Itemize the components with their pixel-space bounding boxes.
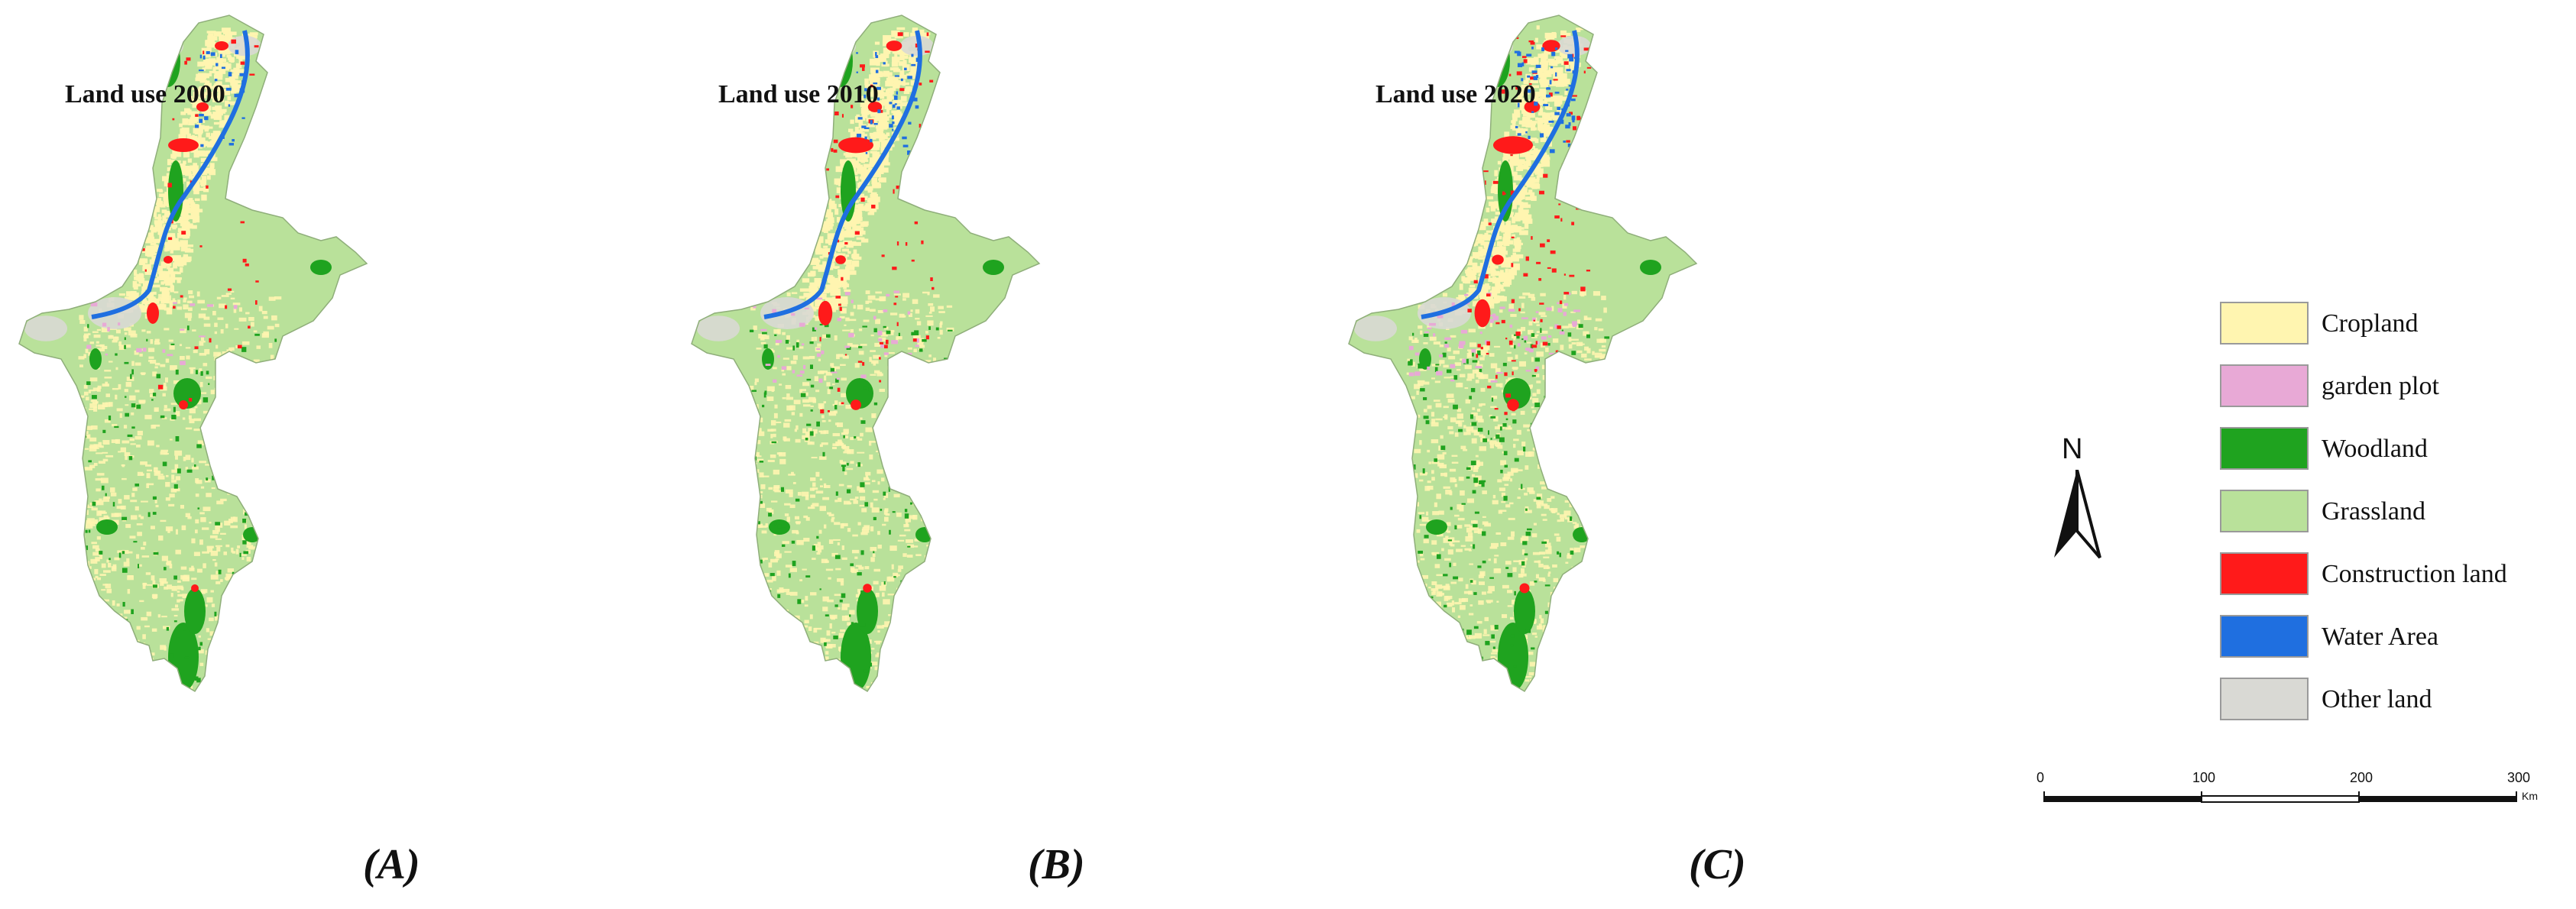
land-use-map-2010: [691, 15, 1041, 693]
legend-label: Cropland: [2322, 309, 2419, 338]
legend-label: Grassland: [2322, 497, 2425, 526]
legend-label: Water Area: [2322, 623, 2438, 651]
legend-swatch: [2220, 302, 2309, 345]
legend-swatch: [2220, 615, 2309, 658]
legend-label: Construction land: [2322, 560, 2507, 588]
map-panel-2020: Land use 2020 (C): [1330, 0, 1956, 909]
legend-item-water-area: Water Area: [2220, 615, 2571, 661]
legend-swatch: [2220, 427, 2309, 470]
legend-item-woodland: Woodland: [2220, 427, 2571, 473]
scale-unit: Km: [2522, 790, 2538, 802]
scale-tick-300: 300: [2507, 770, 2531, 785]
legend-swatch: [2220, 678, 2309, 720]
land-cover-layer: [19, 15, 367, 691]
legend-swatch: [2220, 552, 2309, 595]
legend-swatch: [2220, 364, 2309, 407]
panel-title: Land use 2000: [65, 80, 225, 108]
panel-label: (A): [363, 841, 420, 888]
legend-swatch: [2220, 490, 2309, 532]
north-arrow-icon: [2054, 470, 2101, 559]
legend-item-garden-plot: garden plot: [2220, 364, 2571, 410]
scale-bar-graphic: [2043, 791, 2517, 803]
land-cover-layer: [692, 15, 1039, 691]
legend-item-other-land: Other land: [2220, 678, 2571, 723]
legend-label: garden plot: [2322, 372, 2439, 400]
land-use-map-2000: [18, 15, 368, 693]
map-panel-2010: Land use 2010 (B): [672, 0, 1299, 909]
legend-label: Woodland: [2322, 435, 2428, 463]
scale-bar: 0 100 200 300 Km: [2036, 764, 2538, 825]
land-use-map-2020: [1348, 15, 1698, 693]
panel-label: (B): [1028, 841, 1085, 888]
panel-title: Land use 2020: [1375, 80, 1536, 108]
legend-item-construction-land: Construction land: [2220, 552, 2571, 598]
land-cover-layer: [1349, 15, 1696, 691]
legend-item-grassland: Grassland: [2220, 490, 2571, 535]
region-outline: [18, 15, 368, 693]
map-panel-2000: Land use 2000 (A): [0, 0, 627, 909]
legend-label: Other land: [2322, 685, 2432, 713]
scale-tick-100: 100: [2192, 770, 2216, 785]
region-outline: [691, 15, 1041, 693]
panel-label: (C): [1689, 841, 1746, 888]
scale-tick-200: 200: [2350, 770, 2373, 785]
north-letter: N: [2062, 433, 2083, 465]
panel-title: Land use 2010: [718, 80, 879, 108]
legend-item-cropland: Cropland: [2220, 302, 2571, 348]
scale-tick-0: 0: [2036, 770, 2045, 785]
region-outline: [1348, 15, 1698, 693]
